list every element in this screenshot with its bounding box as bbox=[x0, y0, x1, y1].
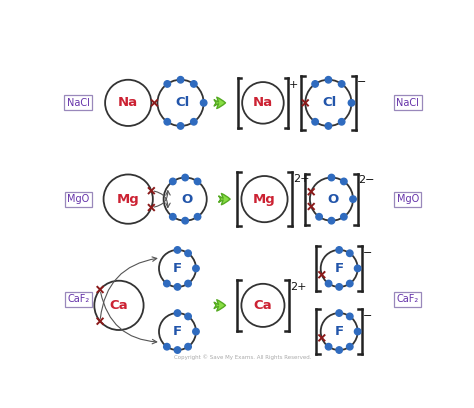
Circle shape bbox=[346, 344, 353, 350]
Circle shape bbox=[103, 175, 153, 224]
Circle shape bbox=[310, 177, 353, 221]
Text: Na: Na bbox=[118, 96, 138, 109]
Circle shape bbox=[321, 250, 358, 287]
Text: CaF₂: CaF₂ bbox=[67, 294, 89, 304]
Text: Cl: Cl bbox=[175, 96, 189, 109]
Circle shape bbox=[201, 100, 207, 106]
Text: O: O bbox=[328, 193, 338, 206]
Circle shape bbox=[336, 347, 342, 353]
Circle shape bbox=[336, 284, 342, 290]
Circle shape bbox=[164, 81, 171, 87]
Text: Ca: Ca bbox=[254, 299, 272, 312]
Circle shape bbox=[164, 177, 207, 221]
Circle shape bbox=[174, 347, 181, 353]
Text: 2−: 2− bbox=[358, 175, 375, 185]
Text: −: − bbox=[363, 311, 373, 321]
Circle shape bbox=[242, 82, 284, 124]
Circle shape bbox=[321, 313, 358, 350]
Circle shape bbox=[105, 80, 151, 126]
Circle shape bbox=[177, 77, 184, 83]
Text: CaF₂: CaF₂ bbox=[397, 294, 419, 304]
Circle shape bbox=[325, 77, 332, 83]
Text: MgO: MgO bbox=[397, 194, 419, 204]
Circle shape bbox=[336, 247, 342, 253]
Circle shape bbox=[328, 174, 335, 181]
Circle shape bbox=[182, 217, 188, 224]
Circle shape bbox=[193, 328, 199, 335]
Circle shape bbox=[350, 196, 356, 202]
Circle shape bbox=[193, 265, 199, 272]
Circle shape bbox=[194, 178, 201, 185]
Circle shape bbox=[174, 310, 181, 316]
Circle shape bbox=[170, 178, 176, 185]
Text: −: − bbox=[363, 248, 373, 257]
Text: F: F bbox=[335, 262, 344, 275]
Text: Na: Na bbox=[253, 96, 273, 109]
Circle shape bbox=[185, 313, 191, 319]
Circle shape bbox=[159, 250, 196, 287]
Circle shape bbox=[325, 280, 332, 287]
Text: Mg: Mg bbox=[253, 193, 276, 206]
Circle shape bbox=[185, 344, 191, 350]
Circle shape bbox=[164, 344, 170, 350]
Circle shape bbox=[325, 344, 332, 350]
Circle shape bbox=[185, 250, 191, 257]
Circle shape bbox=[164, 119, 171, 125]
Circle shape bbox=[94, 281, 144, 330]
Circle shape bbox=[312, 119, 319, 125]
Circle shape bbox=[305, 80, 352, 126]
Circle shape bbox=[346, 313, 353, 319]
Circle shape bbox=[338, 119, 345, 125]
Circle shape bbox=[341, 178, 347, 185]
Text: NaCl: NaCl bbox=[67, 98, 90, 108]
Circle shape bbox=[328, 217, 335, 224]
Circle shape bbox=[338, 81, 345, 87]
Circle shape bbox=[355, 265, 361, 272]
Circle shape bbox=[164, 280, 170, 287]
Text: Copyright © Save My Exams. All Rights Reserved.: Copyright © Save My Exams. All Rights Re… bbox=[174, 355, 312, 360]
Circle shape bbox=[325, 123, 332, 129]
Circle shape bbox=[341, 213, 347, 220]
Circle shape bbox=[182, 174, 188, 181]
Circle shape bbox=[159, 313, 196, 350]
Circle shape bbox=[174, 247, 181, 253]
Circle shape bbox=[336, 310, 342, 316]
Text: F: F bbox=[173, 262, 182, 275]
Text: MgO: MgO bbox=[67, 194, 89, 204]
Circle shape bbox=[170, 213, 176, 220]
Text: Mg: Mg bbox=[117, 193, 139, 206]
Circle shape bbox=[174, 284, 181, 290]
Text: NaCl: NaCl bbox=[396, 98, 419, 108]
Circle shape bbox=[346, 280, 353, 287]
Circle shape bbox=[348, 100, 355, 106]
Text: Ca: Ca bbox=[109, 299, 128, 312]
Text: −: − bbox=[357, 78, 366, 87]
Text: F: F bbox=[173, 325, 182, 338]
Circle shape bbox=[241, 176, 288, 222]
Text: F: F bbox=[335, 325, 344, 338]
Circle shape bbox=[185, 280, 191, 287]
Circle shape bbox=[194, 213, 201, 220]
Circle shape bbox=[355, 328, 361, 335]
Text: 2+: 2+ bbox=[293, 174, 310, 184]
Circle shape bbox=[191, 81, 197, 87]
Text: O: O bbox=[181, 193, 192, 206]
Circle shape bbox=[191, 119, 197, 125]
Text: 2+: 2+ bbox=[290, 282, 306, 291]
Text: Cl: Cl bbox=[323, 96, 337, 109]
Circle shape bbox=[177, 123, 184, 129]
Circle shape bbox=[157, 80, 204, 126]
Text: +: + bbox=[289, 80, 299, 90]
Circle shape bbox=[312, 81, 319, 87]
Circle shape bbox=[316, 213, 322, 220]
Circle shape bbox=[346, 250, 353, 257]
Circle shape bbox=[241, 284, 284, 327]
